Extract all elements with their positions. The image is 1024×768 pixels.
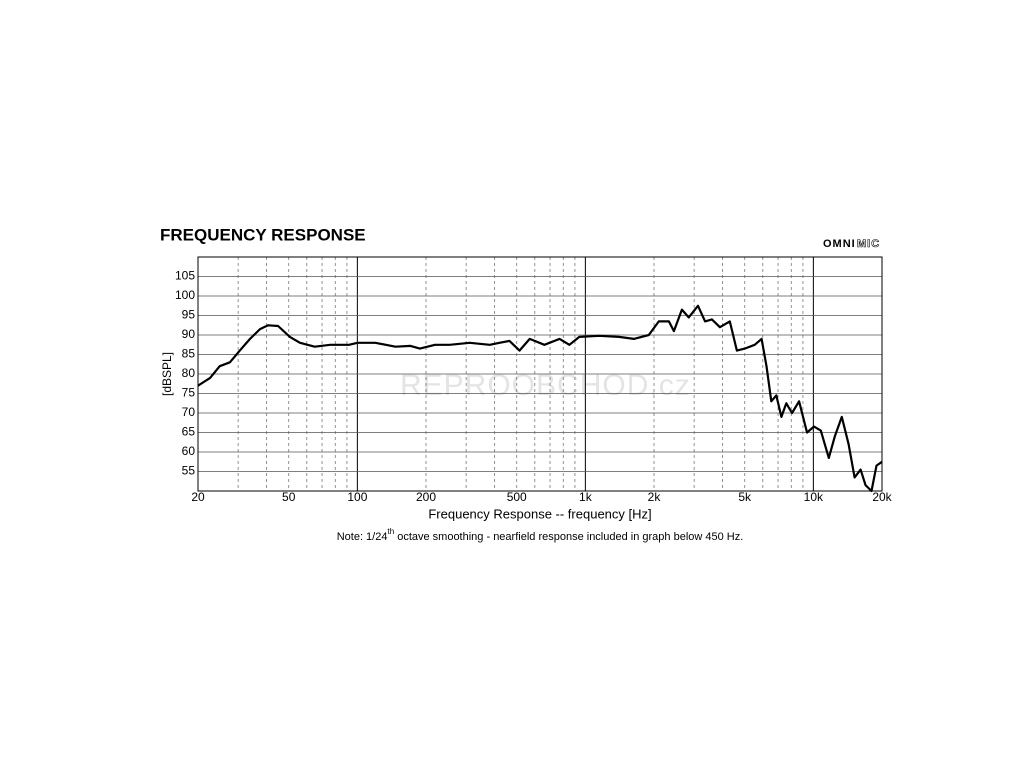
x-tick-label: 200 [416,490,436,504]
note-text: octave smoothing - nearfield response in… [394,531,743,543]
y-tick-label: 75 [182,386,196,400]
y-tick-label: 70 [182,405,196,419]
y-tick-label: 85 [182,347,196,361]
brand-outline: MIC [857,238,880,250]
plot-frame [197,256,883,492]
x-tick-label: 100 [347,490,367,504]
brand-bold: OMNI [823,238,856,250]
y-tick-label: 105 [175,269,195,283]
y-tick-label: 60 [182,444,196,458]
x-tick-label: 1k [579,490,593,504]
response-line [197,304,883,493]
chart-title: FREQUENCY RESPONSE [160,225,366,244]
x-tick-label: 20k [872,490,892,504]
y-axis-label: [dBSPL] [160,352,174,396]
note: Note: 1/24th octave smoothing - nearfiel… [337,527,744,543]
x-tick-label: 50 [282,490,296,504]
x-tick-label: 20 [191,490,205,504]
note-sup: th [387,527,394,536]
x-tick-label: 500 [507,490,527,504]
y-tick-label: 55 [182,464,196,478]
y-tick-label: 90 [182,327,196,341]
watermark: REPROOBCHOD.cz [400,369,691,402]
note-text: Note: 1/24 [337,531,388,543]
y-tick-label: 95 [182,308,196,322]
y-tick-label: 65 [182,425,196,439]
y-tick-label: 100 [175,288,195,302]
x-tick-label: 10k [804,490,824,504]
x-axis-label: Frequency Response -- frequency [Hz] [428,506,651,521]
y-tick-label: 80 [182,366,196,380]
x-tick-label: 2k [648,490,662,504]
x-tick-label: 5k [738,490,752,504]
